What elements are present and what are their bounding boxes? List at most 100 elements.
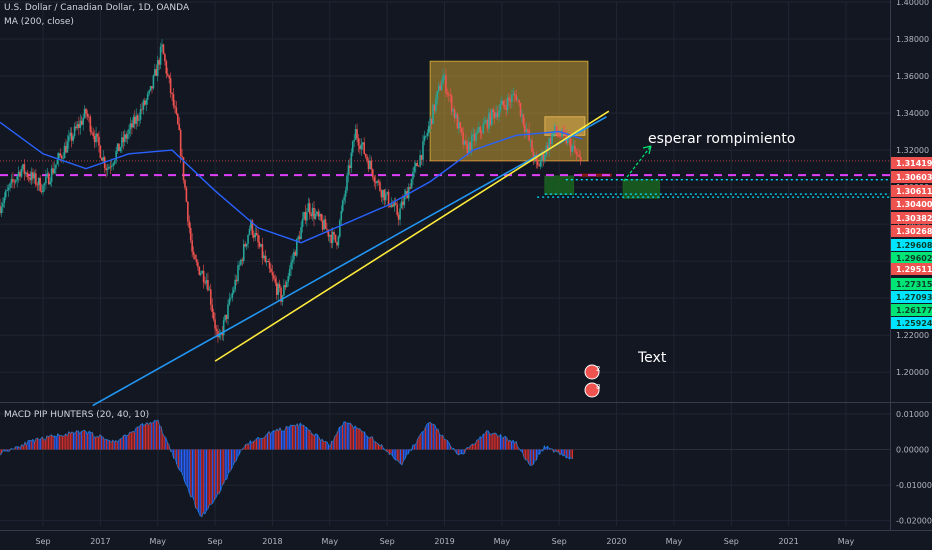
candle-body [215,328,218,331]
candle-body [443,75,446,77]
candle-body [72,136,74,141]
candle-body [465,140,467,145]
candle-body [35,173,37,185]
candle-body [495,112,497,118]
candle-body [192,251,195,256]
candle-body [165,61,168,74]
candle-body [489,112,492,125]
candle-body [321,220,324,230]
candle-body [423,136,426,142]
candle-body [172,94,175,106]
candle-body [383,189,386,201]
breakout-note[interactable]: esperar rompimiento [648,131,796,147]
candle-body [528,130,530,141]
macd-y-tick-label: 0.00000 [896,445,929,454]
candle-body [251,220,254,235]
candle-body [363,142,366,154]
candle-body [407,187,410,199]
candle-body [429,118,431,126]
candle-body [202,270,205,283]
candle-body [470,135,473,150]
candle-body [238,264,241,266]
candle-body [49,181,51,185]
candle-body [392,204,394,207]
candle-body [46,173,49,177]
candle-body [473,133,476,141]
candle-body [340,211,343,221]
candle-body [313,207,315,219]
candle-body [384,193,387,201]
candle-body [300,226,302,240]
candle-body [387,191,390,206]
price-tag [891,239,932,251]
candle-body [208,289,211,291]
candle-body [95,133,97,143]
candle-body [264,255,267,262]
candle-body [308,203,311,214]
candle-body [158,60,160,65]
candle-body [168,75,170,79]
candle-body [410,179,413,189]
candle-body [29,177,31,181]
candle-body [354,129,357,140]
candle-body [9,183,11,188]
candle-body [290,262,292,270]
candle-body [347,165,350,176]
candle-body [175,107,178,115]
candle-body [288,269,291,277]
candle-body [492,109,495,113]
candle-body [353,139,355,142]
text-label[interactable]: Text [638,350,667,366]
x-tick-label: Sep [35,537,50,546]
candle-body [536,161,539,165]
candle-body [343,196,345,201]
candle-body [525,129,528,132]
candle-body [252,234,255,238]
candle-body [227,304,229,319]
candle-body [455,113,457,119]
candle-body [245,243,248,247]
candle-body [310,213,312,217]
candle-body [331,232,334,244]
price-tag-label: 1.29608 [896,241,932,250]
candle-body [6,189,8,191]
candle-body [579,157,582,161]
candle-body [222,320,225,336]
ma-legend: MA (200, close) [4,17,74,27]
candle-body [346,175,348,191]
candle-body [161,44,163,47]
candle-body [485,119,487,123]
candle-body [394,202,397,205]
candle-body [17,171,20,177]
candle-body [108,166,110,169]
candle-body [133,116,136,124]
price-tag [891,291,932,303]
price-tag-label: 1.30400 [896,200,932,209]
macd-y-tick-label: 0.01000 [896,410,929,419]
candle-body [482,124,485,134]
candle-body [98,136,100,146]
candle-body [194,255,196,260]
candle-body [518,99,520,103]
candle-body [479,127,482,133]
candle-body [221,332,224,336]
candle-body [55,164,57,169]
y-tick-label: 1.36000 [896,72,929,81]
candle-body [476,131,479,134]
candle-body [419,155,421,167]
candle-body [529,140,532,142]
price-tag-label: 1.31419 [896,159,932,168]
candle-body [65,145,67,153]
candle-body [393,202,396,207]
candle-body [92,132,95,136]
candle-body [273,275,275,279]
candle-body [548,138,550,151]
candle-body [330,235,333,244]
candle-body [82,117,84,125]
candle-body [204,282,206,284]
candle-body [53,168,56,174]
candle-body [211,304,214,312]
candle-body [142,100,145,110]
candle-body [311,207,314,217]
